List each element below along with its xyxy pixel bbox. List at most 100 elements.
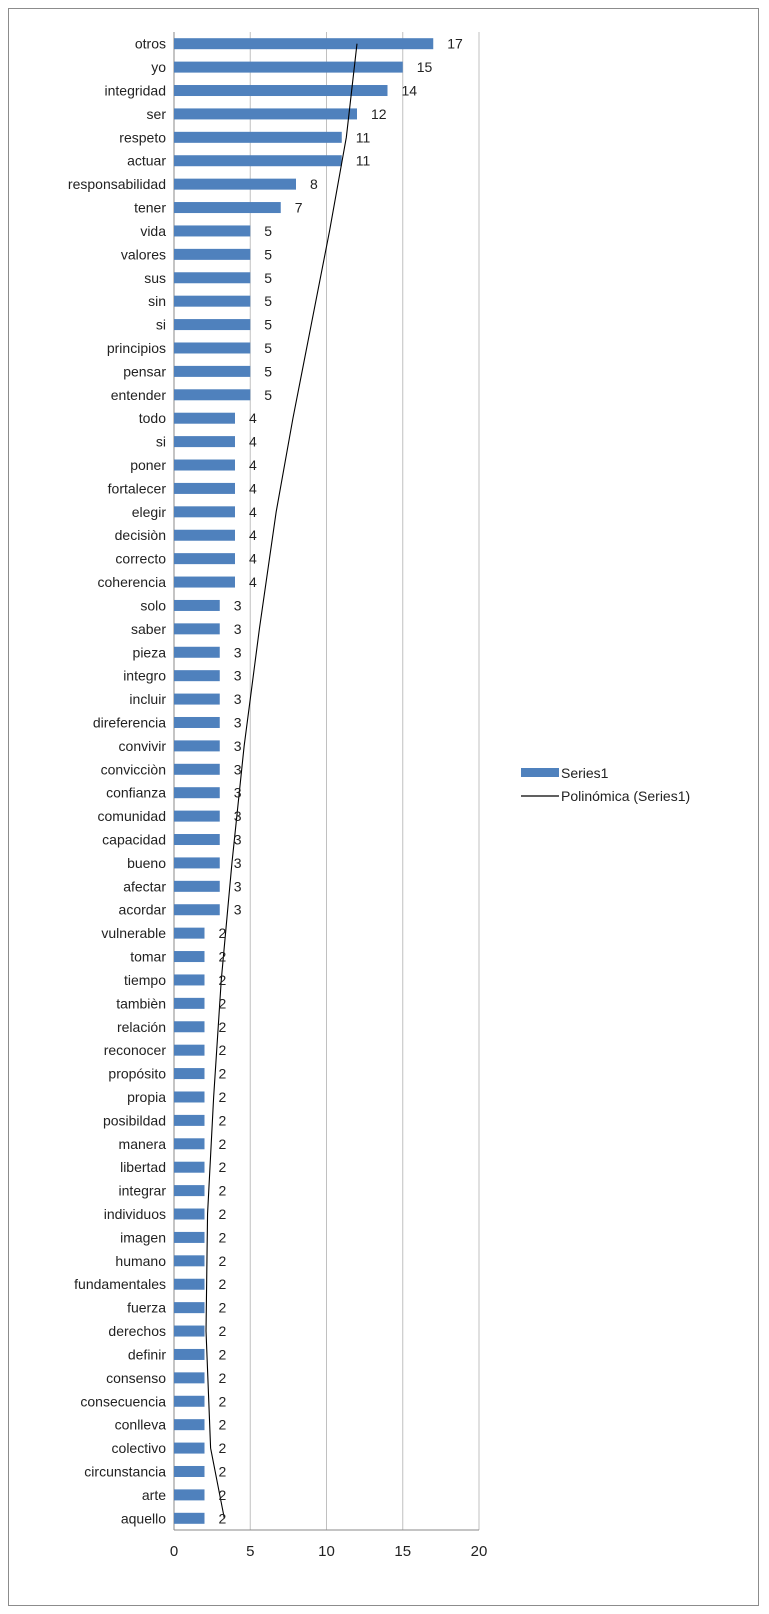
bars	[174, 38, 434, 1524]
data-label: 2	[219, 1276, 227, 1292]
data-label: 4	[249, 410, 257, 426]
x-tick-label: 0	[170, 1543, 178, 1560]
labels: 0 5 10 15 20 otros 17 yo 15 integridad 14 ser 12 resp…	[68, 36, 487, 1560]
bar	[174, 646, 220, 658]
data-label: 3	[234, 621, 242, 637]
data-label: 2	[219, 1323, 227, 1339]
bar	[174, 787, 220, 799]
bar	[174, 1489, 205, 1501]
category-label: humano	[115, 1253, 166, 1269]
bar	[174, 529, 235, 541]
category-label: direferencia	[93, 714, 166, 730]
bar	[174, 951, 205, 963]
data-label: 2	[219, 1089, 227, 1105]
category-label: sin	[148, 293, 166, 309]
category-label: otros	[135, 36, 166, 52]
data-label: 4	[249, 480, 257, 496]
category-label: si	[156, 434, 166, 450]
data-label: 2	[219, 1487, 227, 1503]
bar	[174, 202, 281, 214]
data-label: 15	[417, 59, 433, 75]
data-label: 2	[219, 1019, 227, 1035]
data-label: 3	[234, 832, 242, 848]
category-label: consenso	[106, 1370, 166, 1386]
data-label: 2	[219, 1183, 227, 1199]
data-label: 3	[234, 644, 242, 660]
bar	[174, 904, 220, 916]
bar	[174, 365, 251, 377]
category-label: posibildad	[103, 1112, 166, 1128]
category-label: responsabilidad	[68, 176, 166, 192]
data-label: 12	[371, 106, 387, 122]
category-label: circunstancia	[84, 1463, 166, 1479]
bar	[174, 1114, 205, 1126]
category-label: principios	[107, 340, 166, 356]
category-label: solo	[140, 597, 166, 613]
bar	[174, 740, 220, 752]
category-label: vida	[140, 223, 166, 239]
data-label: 3	[234, 808, 242, 824]
category-label: pensar	[123, 363, 166, 379]
bar	[174, 436, 235, 448]
bar	[174, 974, 205, 986]
category-label: consecuencia	[80, 1393, 166, 1409]
legend-label-series1: Series1	[561, 765, 609, 781]
category-label: incluir	[129, 691, 166, 707]
category-label: fortalecer	[108, 480, 167, 496]
bar	[174, 295, 251, 307]
category-label: manera	[119, 1136, 167, 1152]
bar	[174, 1021, 205, 1033]
bar	[174, 108, 357, 120]
data-label: 2	[219, 949, 227, 965]
trendline-layer	[205, 43, 358, 1519]
trendline	[205, 43, 358, 1519]
bar	[174, 553, 235, 565]
bar	[174, 1208, 205, 1220]
bar	[174, 272, 251, 284]
category-label: propia	[127, 1089, 166, 1105]
data-label: 2	[219, 1370, 227, 1386]
data-label: 5	[264, 317, 272, 333]
data-label: 5	[264, 363, 272, 379]
legend-swatch-series1	[521, 768, 559, 777]
data-label: 2	[219, 925, 227, 941]
data-label: 5	[264, 340, 272, 356]
data-label: 3	[234, 714, 242, 730]
data-label: 3	[234, 855, 242, 871]
category-label: decisiòn	[115, 527, 166, 543]
bar	[174, 482, 235, 494]
data-label: 14	[402, 83, 418, 99]
category-label: integrar	[119, 1183, 167, 1199]
category-label: integro	[123, 668, 166, 684]
category-label: convicciòn	[101, 761, 166, 777]
category-label: integridad	[105, 83, 167, 99]
data-label: 2	[219, 1136, 227, 1152]
category-label: vulnerable	[101, 925, 166, 941]
data-label: 2	[219, 1300, 227, 1316]
data-label: 2	[219, 1042, 227, 1058]
category-label: tiempo	[124, 972, 166, 988]
data-label: 2	[219, 1417, 227, 1433]
data-label: 4	[249, 504, 257, 520]
data-label: 5	[264, 246, 272, 262]
category-label: tomar	[130, 949, 166, 965]
data-label: 4	[249, 457, 257, 473]
category-label: fundamentales	[74, 1276, 166, 1292]
bar	[174, 1348, 205, 1360]
bar	[174, 1138, 205, 1150]
x-tick-label: 5	[246, 1543, 254, 1560]
data-label: 4	[249, 434, 257, 450]
category-label: sus	[144, 270, 166, 286]
category-label: si	[156, 317, 166, 333]
bar	[174, 599, 220, 611]
data-label: 8	[310, 176, 318, 192]
category-label: correcto	[115, 551, 166, 567]
data-label: 2	[219, 1206, 227, 1222]
category-label: convivir	[119, 738, 167, 754]
data-label: 4	[249, 574, 257, 590]
bar	[174, 389, 251, 401]
data-label: 2	[219, 1440, 227, 1456]
data-label: 2	[219, 1346, 227, 1362]
data-label: 7	[295, 200, 303, 216]
bar	[174, 155, 342, 167]
